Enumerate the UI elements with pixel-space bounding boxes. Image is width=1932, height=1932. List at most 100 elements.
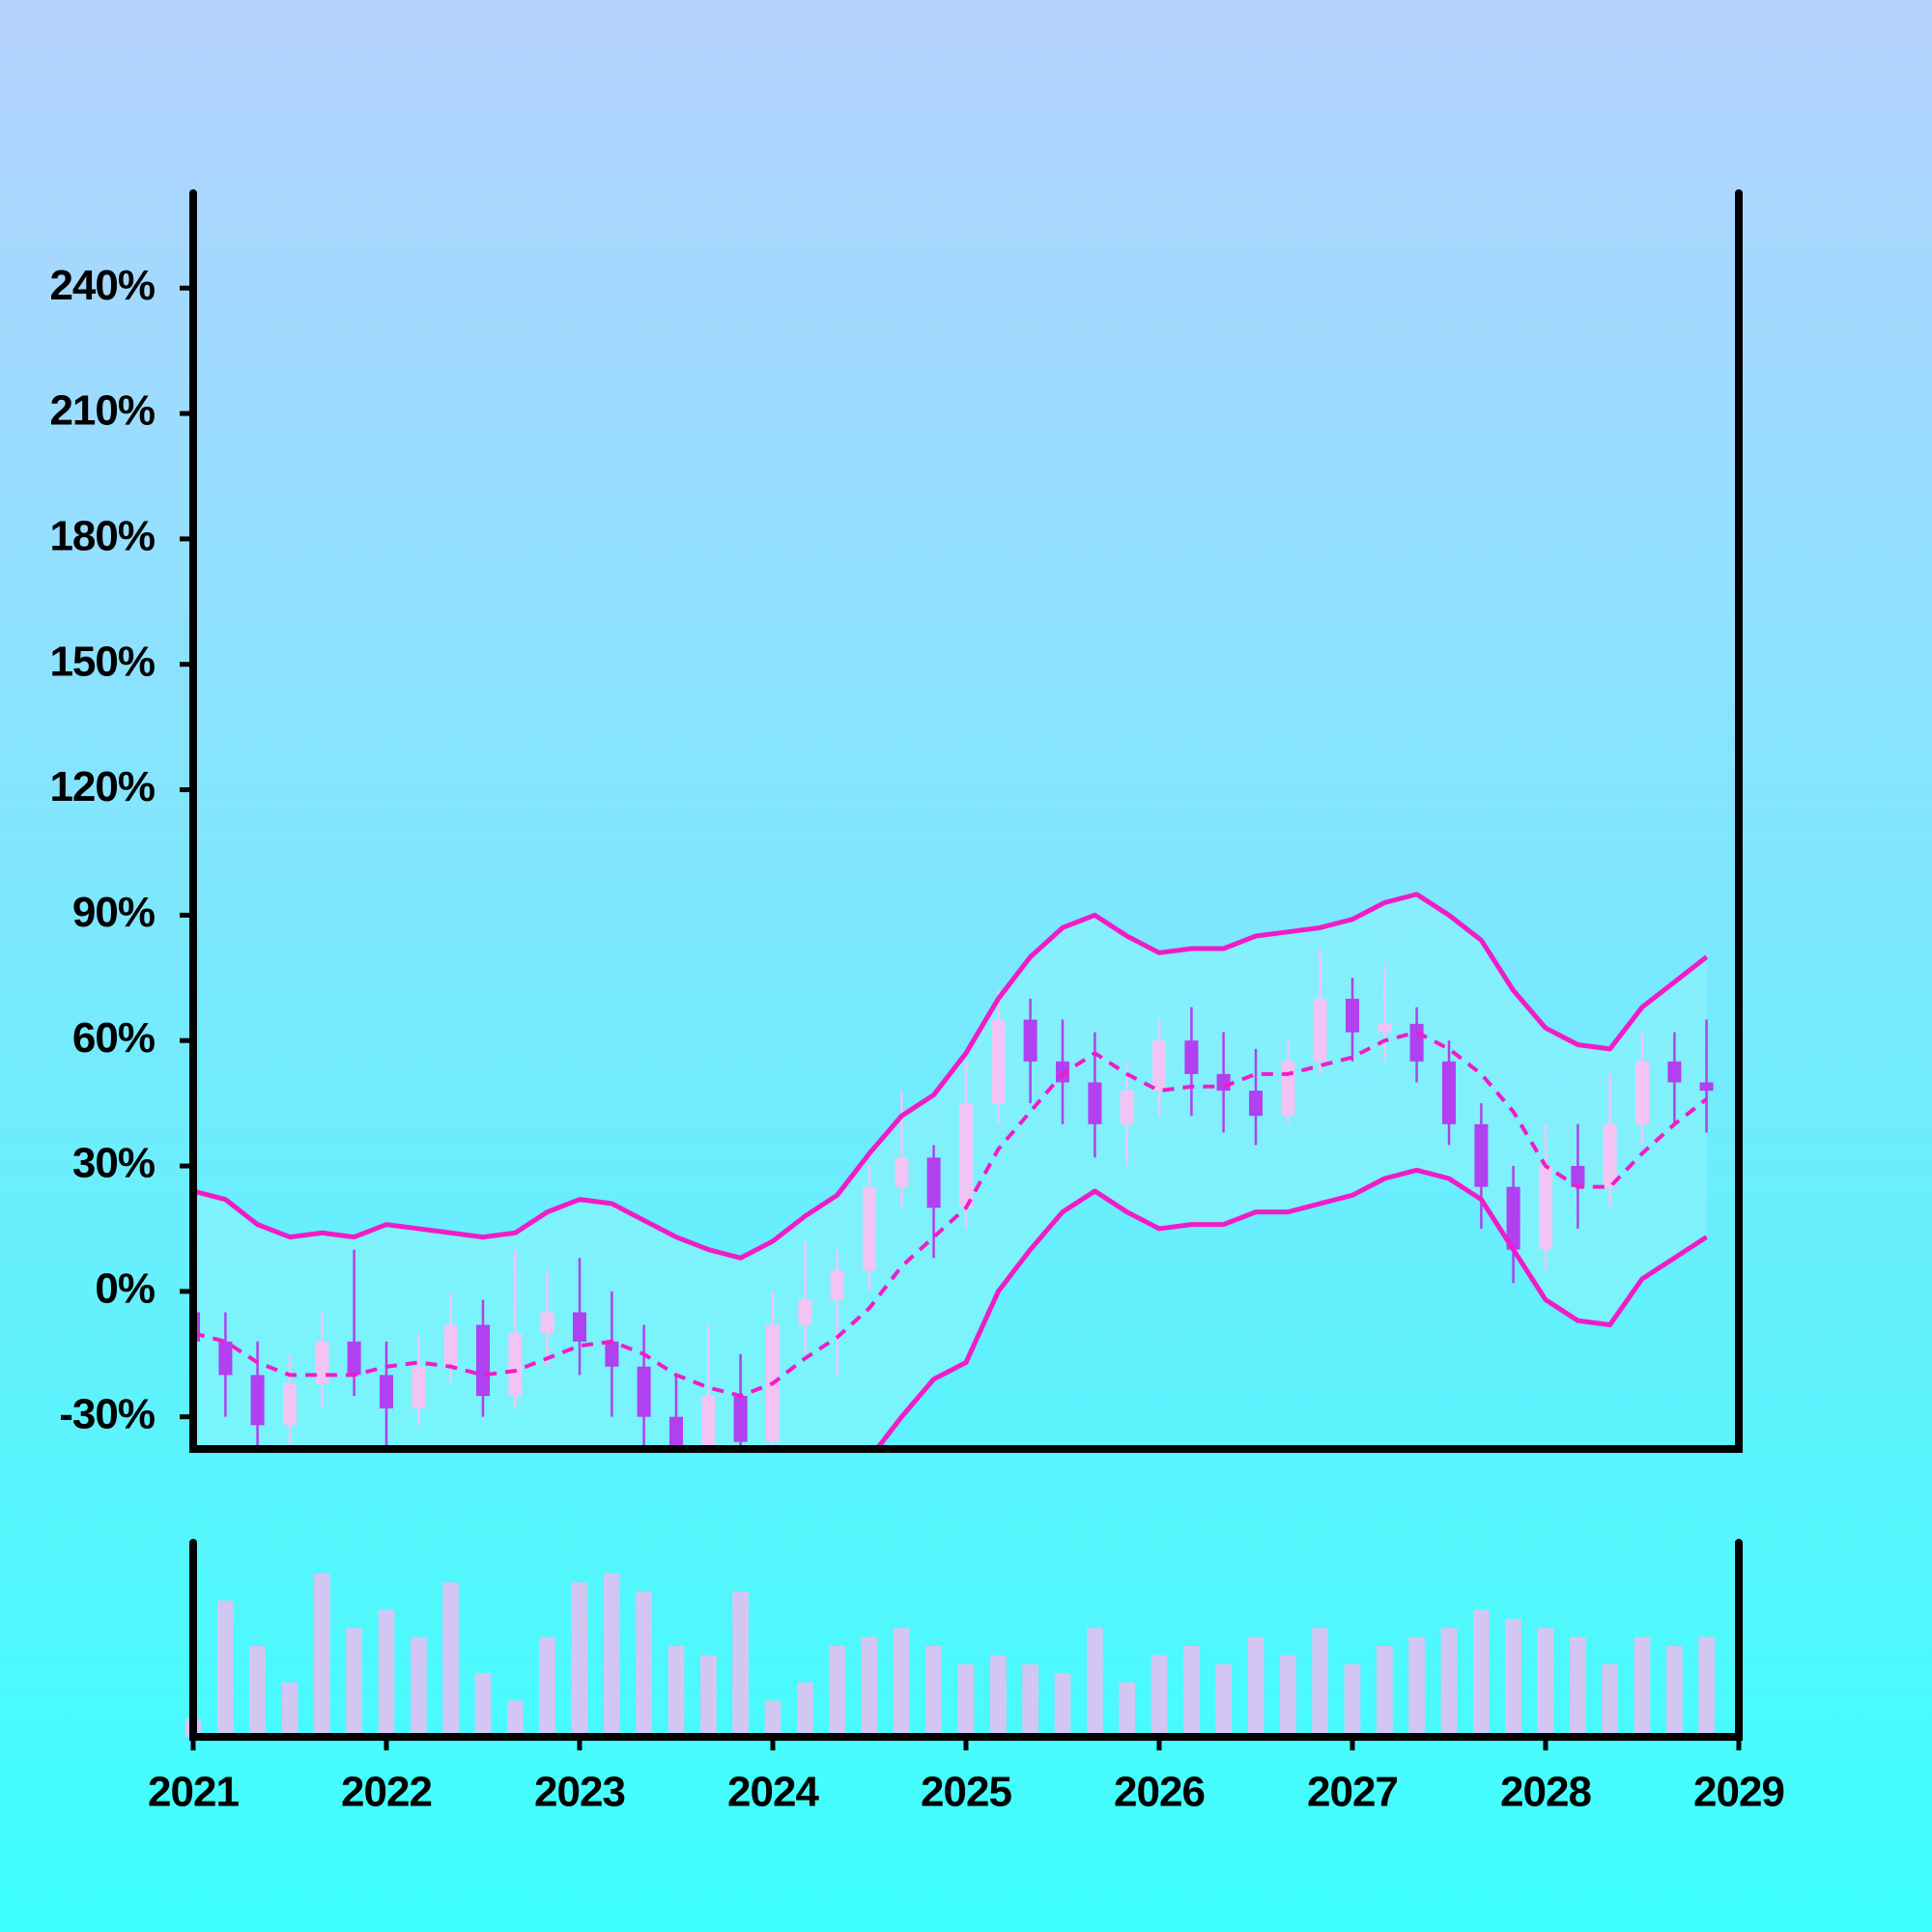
candle-body xyxy=(1506,1186,1520,1250)
volume-bar xyxy=(1537,1628,1554,1737)
y-tick-label: 240% xyxy=(49,262,155,309)
volume-bar xyxy=(539,1636,555,1737)
candle-body xyxy=(443,1324,458,1367)
volume-bar xyxy=(411,1636,427,1737)
volume-bar xyxy=(1280,1655,1296,1737)
candle-body xyxy=(668,1416,684,1449)
volume-bar xyxy=(1602,1663,1618,1737)
candle-body xyxy=(926,1157,941,1208)
x-tick-label: 2025 xyxy=(921,1769,1011,1816)
candle-body xyxy=(475,1324,491,1397)
volume-bar xyxy=(990,1655,1007,1737)
axes xyxy=(189,189,1743,1741)
band-middle xyxy=(193,1030,1708,1399)
volume-bar xyxy=(797,1682,813,1737)
volume-bar xyxy=(442,1582,459,1737)
x-tick-label: 2028 xyxy=(1500,1769,1591,1816)
volume-bar xyxy=(1119,1682,1135,1737)
y-tick-label: 90% xyxy=(72,889,155,936)
candle-body xyxy=(508,1333,523,1397)
volume-bar xyxy=(957,1663,975,1737)
volume-bar xyxy=(249,1646,266,1737)
candle-body xyxy=(412,1366,426,1409)
candle-body xyxy=(991,1019,1006,1104)
candle-body xyxy=(1603,1123,1617,1187)
candle-body xyxy=(1474,1123,1489,1187)
candle-body xyxy=(1538,1166,1553,1250)
y-tick-label: 30% xyxy=(72,1140,155,1187)
candle-body xyxy=(958,1103,974,1208)
candle-body xyxy=(798,1299,812,1325)
candle-body xyxy=(347,1341,361,1376)
y-tick-label: 60% xyxy=(72,1014,155,1062)
volume-bar xyxy=(507,1700,524,1737)
y-tick-label: 180% xyxy=(49,513,155,560)
volume-bar xyxy=(1408,1636,1425,1737)
volume-bar xyxy=(1698,1636,1715,1737)
y-tick-label: 150% xyxy=(49,638,155,685)
candle-body xyxy=(1151,1040,1167,1092)
y-tick-label: 120% xyxy=(49,763,155,810)
x-tick-label: 2024 xyxy=(727,1769,819,1816)
candle-body xyxy=(895,1157,909,1187)
candle-body xyxy=(1667,1061,1682,1083)
x-tick-label: 2029 xyxy=(1693,1769,1784,1816)
volume-bar xyxy=(894,1628,910,1737)
volume-bar xyxy=(1215,1663,1232,1737)
candle-body xyxy=(1313,998,1327,1062)
volume-bar xyxy=(925,1646,942,1737)
volume-bar xyxy=(1440,1628,1458,1737)
volume-bar xyxy=(829,1646,845,1737)
volume-bar xyxy=(1087,1628,1103,1737)
candle-body xyxy=(1699,1082,1714,1092)
candle-body xyxy=(1184,1040,1199,1074)
candle-body xyxy=(282,1383,298,1426)
band-upper xyxy=(193,892,1709,1261)
x-tick-label: 2021 xyxy=(148,1769,239,1816)
x-tick-label: 2023 xyxy=(534,1769,625,1816)
price-frame xyxy=(189,189,1743,1453)
volume-bar xyxy=(1666,1646,1683,1737)
volume-bar xyxy=(474,1673,492,1737)
candle-body xyxy=(1281,1061,1295,1117)
candle-body xyxy=(1634,1061,1650,1124)
candle-body xyxy=(218,1341,233,1376)
candle-body xyxy=(250,1375,265,1426)
candle-body xyxy=(379,1375,394,1409)
volume-bar xyxy=(1570,1636,1586,1737)
candle-body xyxy=(540,1312,554,1334)
volume-bar xyxy=(668,1646,685,1737)
volume-bar xyxy=(764,1700,781,1737)
price-plot xyxy=(193,892,1714,1449)
volume-bar xyxy=(378,1609,395,1737)
x-tick-label: 2022 xyxy=(341,1769,432,1816)
volume-plot xyxy=(185,1573,1715,1737)
candle-body xyxy=(315,1341,329,1384)
band-lower xyxy=(873,1167,1708,1449)
candle-body xyxy=(1409,1023,1424,1062)
volume-bar xyxy=(571,1582,588,1737)
y-tick-label: -30% xyxy=(59,1390,155,1437)
volume-bar xyxy=(732,1591,749,1737)
candle-body xyxy=(1345,998,1360,1033)
volume-bar xyxy=(1505,1618,1521,1737)
volume-bar xyxy=(1022,1663,1038,1737)
y-tick-label: 210% xyxy=(49,387,155,435)
candle-body xyxy=(1023,1019,1037,1062)
candle-body xyxy=(1248,1091,1264,1117)
volume-bar xyxy=(604,1573,620,1737)
band-fill xyxy=(193,894,1707,1449)
volume-bar xyxy=(1312,1628,1328,1737)
candle-body xyxy=(637,1366,651,1417)
x-tick-label: 2027 xyxy=(1307,1769,1398,1816)
volume-frame xyxy=(189,1539,1743,1741)
volume-bar xyxy=(636,1591,652,1737)
candle-body xyxy=(701,1396,716,1449)
volume-bar xyxy=(217,1601,234,1737)
volume-bar xyxy=(700,1655,717,1737)
volume-bar xyxy=(1151,1655,1168,1737)
volume-bar xyxy=(1344,1663,1361,1737)
candle-body xyxy=(862,1186,877,1271)
